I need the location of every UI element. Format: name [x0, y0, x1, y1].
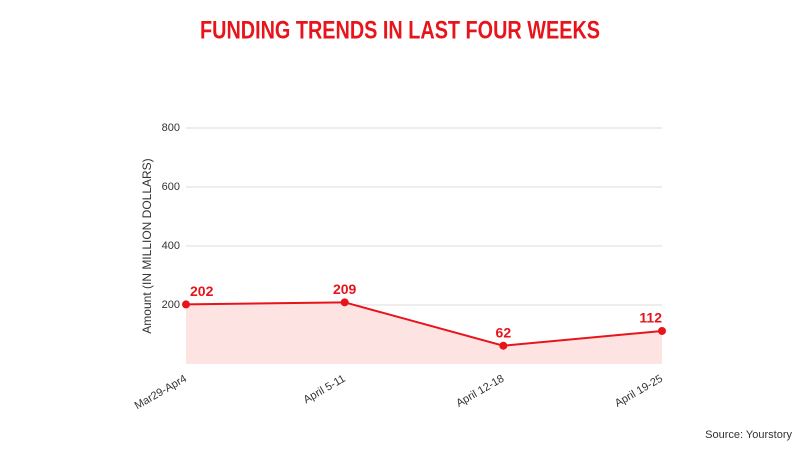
value-label: 202 — [190, 283, 214, 299]
x-tick-label: April 12-18 — [454, 373, 506, 410]
value-label: 112 — [639, 310, 662, 326]
point — [340, 298, 349, 307]
point — [499, 341, 508, 350]
chart-title: FUNDING TRENDS IN LAST FOUR WEEKS — [200, 17, 600, 45]
area — [186, 302, 662, 364]
y-axis-label: Amount (IN MILLION DOLLARS) — [140, 158, 154, 333]
value-label: 62 — [496, 324, 512, 340]
value-label: 209 — [333, 281, 357, 297]
y-tick-label: 400 — [162, 240, 180, 252]
point — [182, 300, 190, 309]
x-tick-label: Mar29-Apr4 — [133, 373, 189, 412]
x-tick-label: April 5-11 — [302, 373, 348, 407]
y-tick-label: 800 — [162, 122, 180, 134]
y-tick-label: 600 — [162, 181, 180, 193]
source: Source: Yourstory — [705, 429, 792, 441]
point — [658, 326, 666, 335]
line — [185, 301, 663, 347]
x-tick-label: April 19-25 — [613, 373, 665, 410]
y-tick-label: 200 — [162, 299, 180, 311]
